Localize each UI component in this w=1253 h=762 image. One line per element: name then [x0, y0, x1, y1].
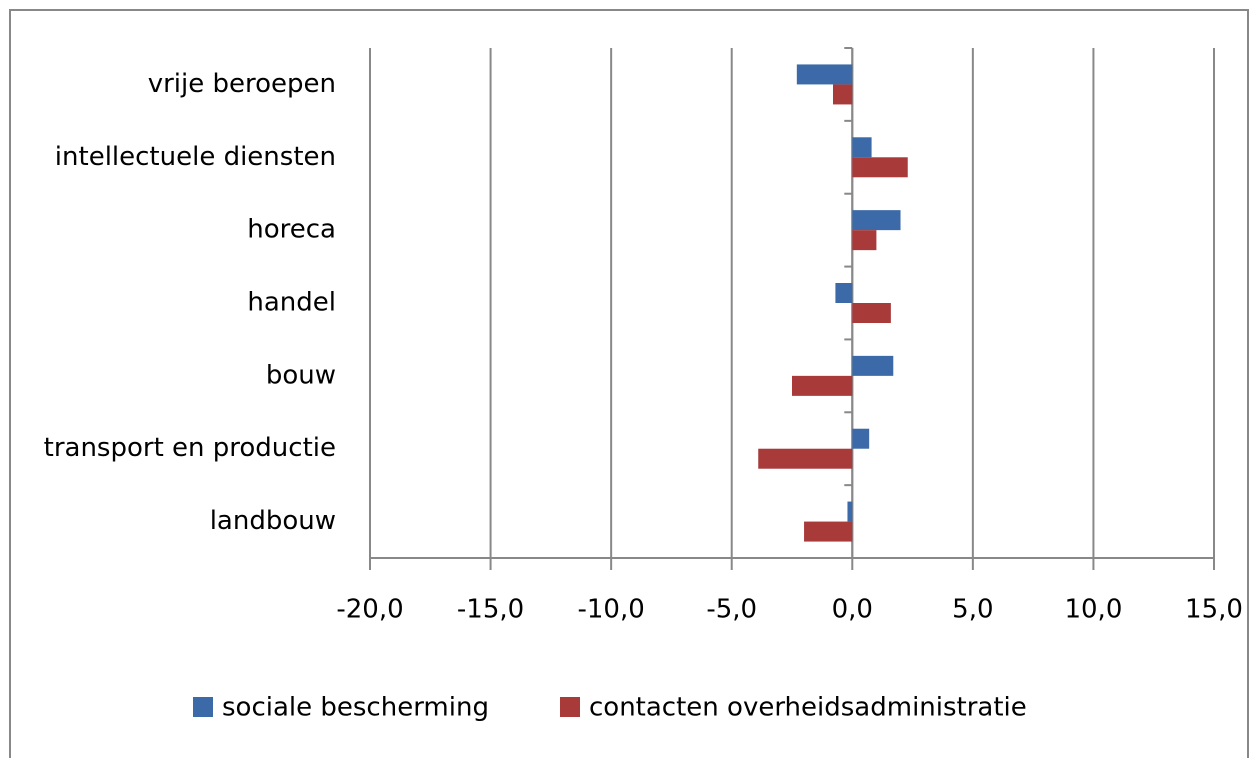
legend-label: contacten overheidsadministratie — [589, 693, 1027, 723]
y-tick-label: handel — [247, 288, 336, 318]
x-tick-label: -20,0 — [336, 595, 403, 625]
bar — [852, 210, 901, 231]
bar — [792, 375, 853, 396]
bar — [835, 283, 853, 303]
bar — [852, 230, 877, 251]
legend-swatch — [560, 697, 580, 717]
chart-frame — [9, 9, 1249, 762]
x-tick-label: 10,0 — [1064, 595, 1122, 625]
bar — [758, 448, 853, 469]
y-tick-label: transport en productie — [44, 433, 336, 463]
y-tick-label: vrije beroepen — [148, 69, 336, 99]
bar — [847, 501, 853, 522]
bar — [796, 64, 853, 85]
x-tick-label: 0,0 — [832, 595, 873, 625]
x-tick-label: -15,0 — [457, 595, 524, 625]
bar — [852, 157, 908, 178]
bar — [852, 428, 870, 449]
legend-swatch — [193, 697, 213, 717]
x-tick-label: -10,0 — [578, 595, 645, 625]
x-tick-label: 5,0 — [952, 595, 993, 625]
bar — [832, 84, 853, 105]
bar — [852, 137, 872, 158]
y-tick-label: bouw — [266, 360, 336, 390]
bar — [804, 521, 853, 542]
x-tick-label: -5,0 — [706, 595, 757, 625]
y-tick-label: landbouw — [210, 506, 336, 536]
bar — [852, 355, 894, 376]
legend-label: sociale bescherming — [222, 693, 489, 723]
bar — [852, 303, 891, 323]
y-tick-label: horeca — [247, 215, 336, 245]
x-tick-label: 15,0 — [1185, 595, 1243, 625]
y-tick-label: intellectuele diensten — [55, 142, 336, 172]
